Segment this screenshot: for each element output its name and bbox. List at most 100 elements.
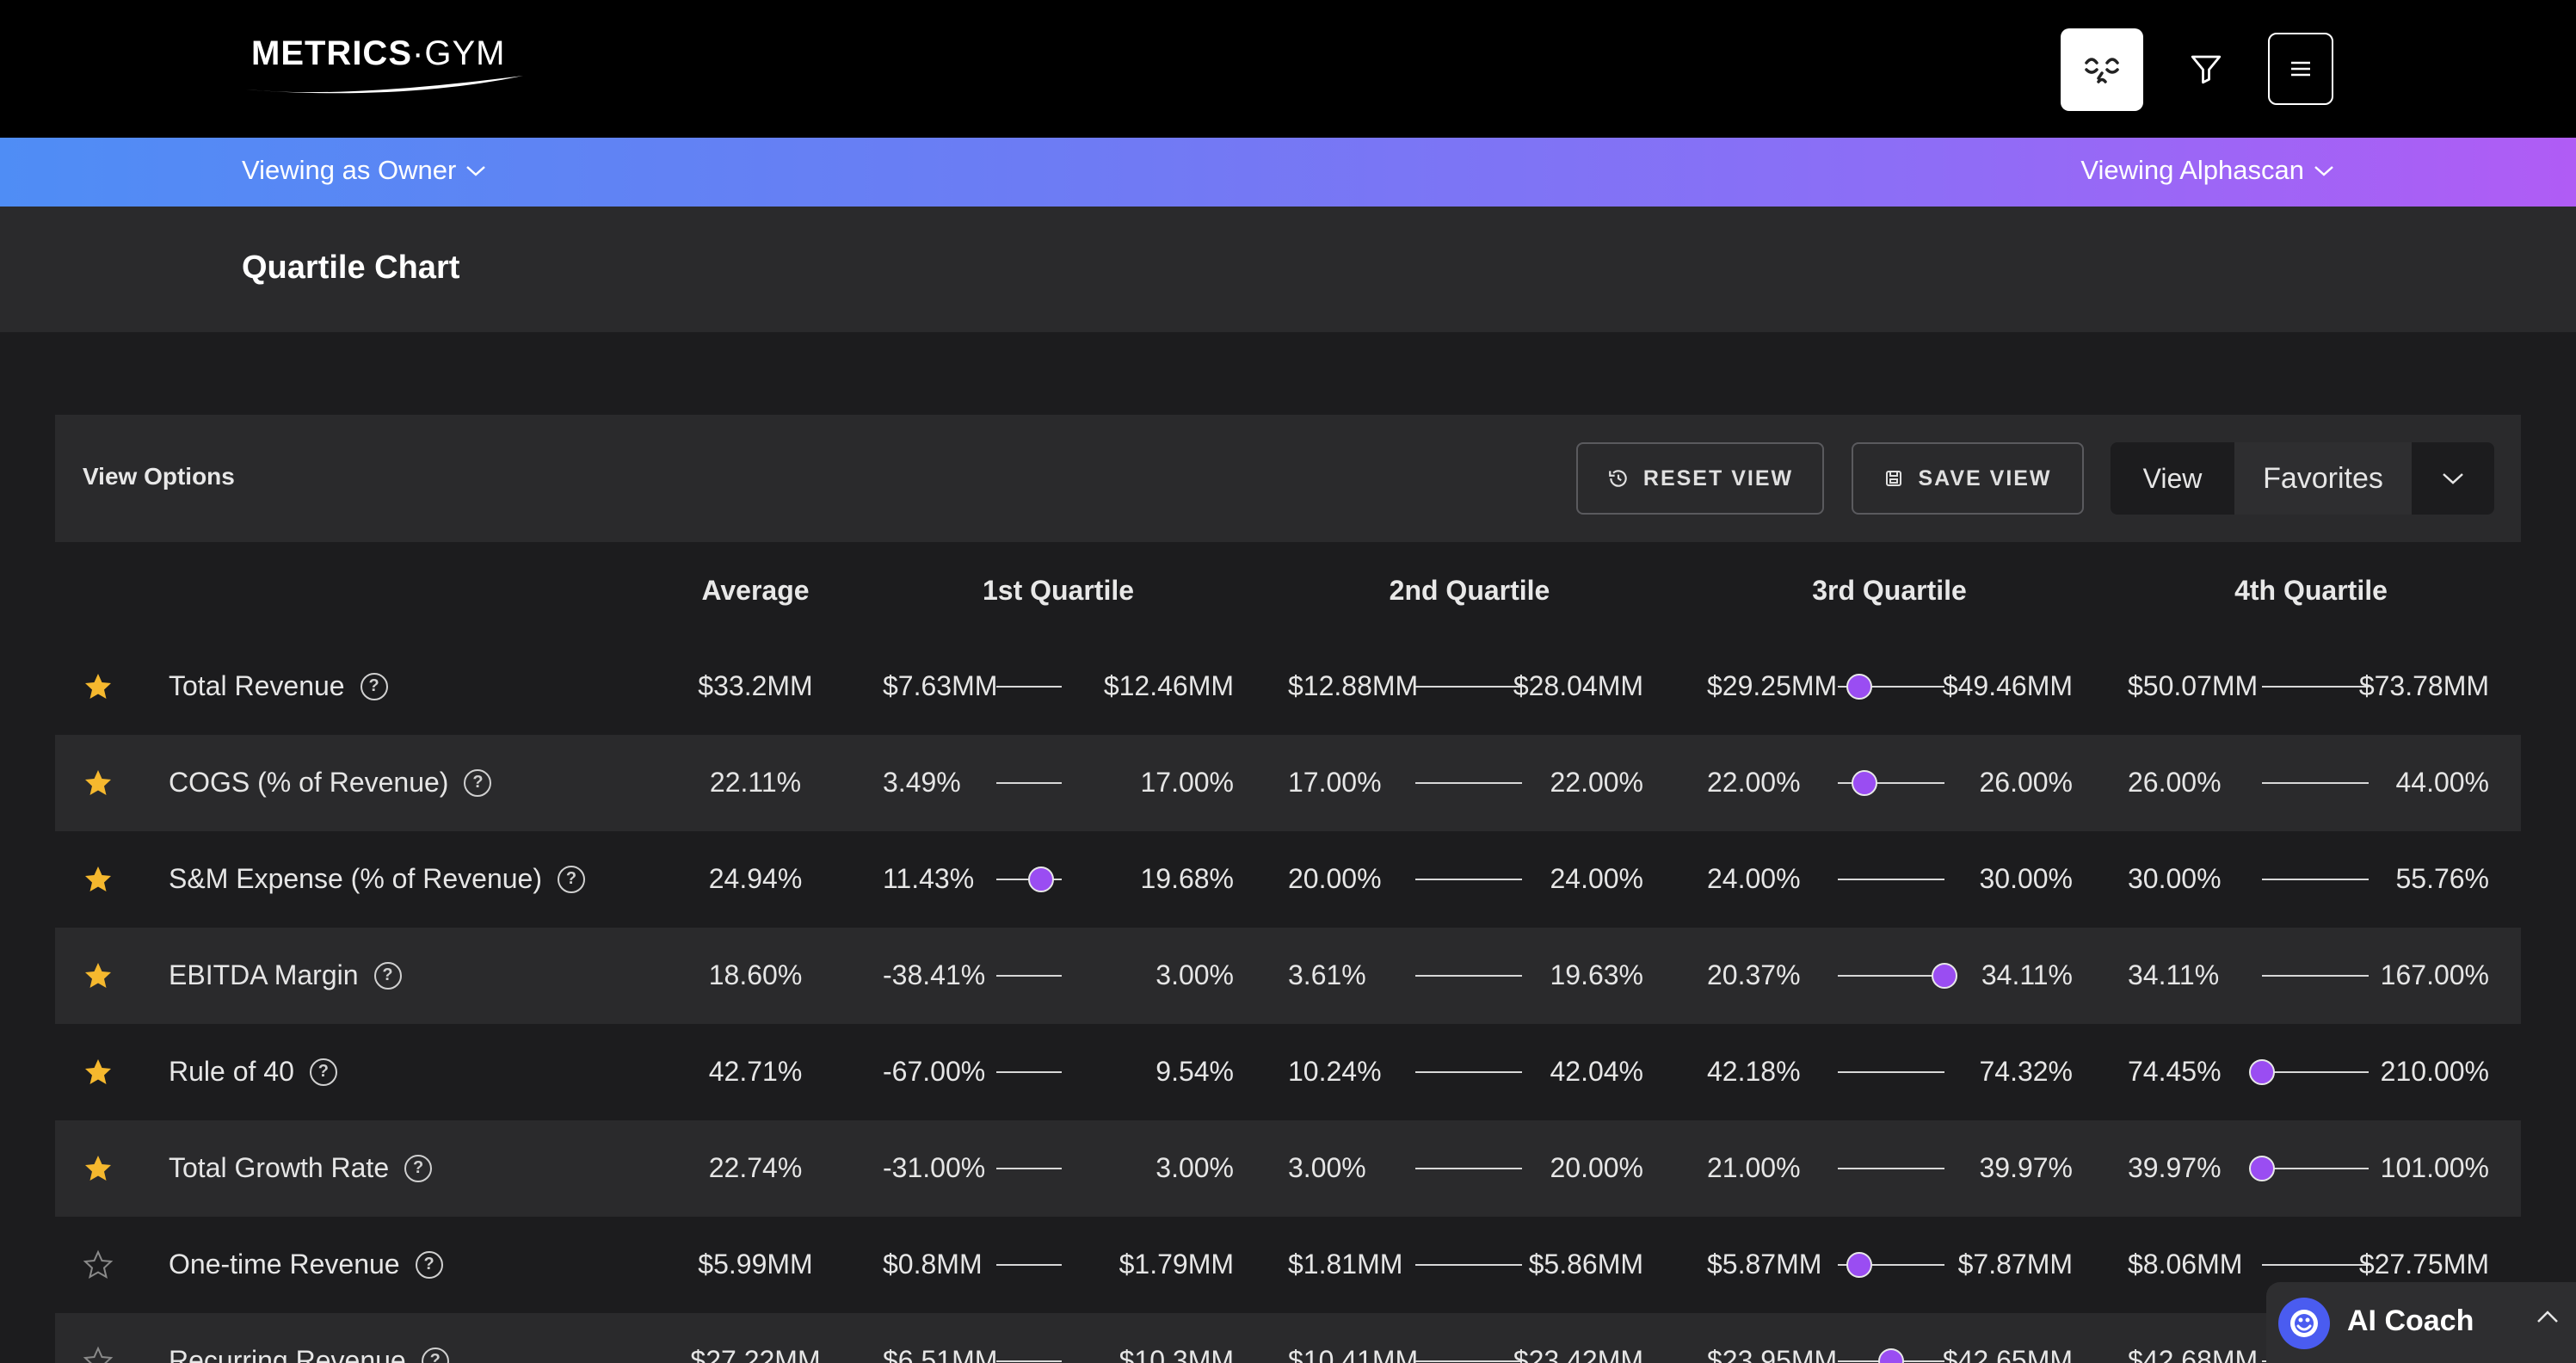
average-value: 22.74% xyxy=(708,1152,803,1183)
quartile-high: 24.00% xyxy=(1550,863,1643,894)
quartile-range-line xyxy=(1838,1168,1944,1169)
quartile-low: $6.51MM xyxy=(883,1345,998,1363)
star-filled-icon[interactable] xyxy=(83,864,114,895)
help-icon[interactable]: ? xyxy=(557,865,585,893)
average-value: 22.11% xyxy=(709,767,802,798)
quartile-low: 3.61% xyxy=(1288,959,1366,990)
column-header-q3: 3rd Quartile xyxy=(1812,575,1967,606)
quartile-cell: -67.00% 9.54% xyxy=(883,1024,1234,1120)
metric-name: EBITDA Margin ? xyxy=(169,959,402,991)
quartile-range-line xyxy=(2262,879,2369,880)
star-filled-icon[interactable] xyxy=(83,671,114,702)
quartile-high: $10.3MM xyxy=(1119,1345,1234,1363)
view-select-value[interactable]: Favorites xyxy=(2234,442,2412,515)
context-bar: Viewing as Owner Viewing Alphascan xyxy=(0,138,2576,207)
quartile-low: 20.37% xyxy=(1707,959,1801,990)
history-icon xyxy=(1609,470,1627,487)
quartile-range-line xyxy=(1838,1071,1944,1073)
quartile-range-line xyxy=(1838,1264,1944,1266)
viewing-as-dropdown[interactable]: Viewing as Owner xyxy=(242,155,487,186)
quartile-high: $28.04MM xyxy=(1513,670,1643,701)
average-value: $27.22MM xyxy=(690,1345,821,1363)
quartile-range-line xyxy=(996,782,1062,784)
quartile-cell: -31.00% 3.00% xyxy=(883,1120,1234,1217)
column-header-average: Average xyxy=(701,575,810,606)
quartile-cell: $12.88MM $28.04MM xyxy=(1288,638,1643,735)
quartile-low: $0.8MM xyxy=(883,1249,983,1280)
table-row: One-time Revenue ? $5.99MM $0.8MM $1.79M… xyxy=(55,1217,2521,1313)
help-icon[interactable]: ? xyxy=(404,1154,433,1182)
quartile-low: $12.88MM xyxy=(1288,670,1419,701)
viewing-company-dropdown[interactable]: Viewing Alphascan xyxy=(2080,155,2335,186)
view-select-toggle[interactable] xyxy=(2412,442,2494,515)
company-position-marker[interactable] xyxy=(1846,1252,1872,1278)
quartile-low: 30.00% xyxy=(2128,863,2222,894)
quartile-high: 3.00% xyxy=(1156,959,1234,990)
company-position-marker[interactable] xyxy=(1852,770,1877,796)
star-filled-icon[interactable] xyxy=(83,1153,114,1184)
company-position-marker[interactable] xyxy=(1932,963,1957,989)
star-outline-icon[interactable] xyxy=(83,1346,114,1363)
menu-button[interactable] xyxy=(2268,33,2333,105)
avatar-button[interactable] xyxy=(2061,28,2143,111)
table-body: Total Revenue ? $33.2MM $7.63MM $12.46MM… xyxy=(55,638,2521,1363)
quartile-high: 19.68% xyxy=(1140,863,1234,894)
logo-swoosh-icon xyxy=(246,76,523,94)
quartile-cell: 17.00% 22.00% xyxy=(1288,735,1643,831)
view-select[interactable]: View Favorites xyxy=(2111,442,2494,515)
company-position-marker[interactable] xyxy=(2249,1156,2275,1181)
average-value: $33.2MM xyxy=(698,670,813,701)
quartile-low: $7.63MM xyxy=(883,670,998,701)
company-position-marker[interactable] xyxy=(2249,1059,2275,1085)
quartile-low: $1.81MM xyxy=(1288,1249,1403,1280)
quartile-high: 20.00% xyxy=(1550,1152,1643,1183)
page-header: Quartile Chart xyxy=(0,207,2576,332)
quartile-low: $5.87MM xyxy=(1707,1249,1822,1280)
quartile-range-line xyxy=(1838,975,1944,977)
save-view-button[interactable]: SAVE VIEW xyxy=(1852,442,2084,515)
quartile-low: $50.07MM xyxy=(2128,670,2259,701)
save-icon xyxy=(1886,471,1902,486)
quartile-low: 34.11% xyxy=(2128,959,2220,990)
quartile-range-line xyxy=(2262,1071,2369,1073)
quartile-high: 26.00% xyxy=(1979,767,2073,798)
quartile-range-line xyxy=(1415,1071,1522,1073)
metrics-gym-logo[interactable]: METRICS·GYM xyxy=(243,31,527,100)
star-filled-icon[interactable] xyxy=(83,960,114,991)
metric-name: Recurring Revenue ? xyxy=(169,1345,449,1363)
average-value: 42.71% xyxy=(708,1056,803,1087)
star-outline-icon[interactable] xyxy=(83,1249,114,1280)
quartile-range-line xyxy=(2262,1168,2369,1169)
star-filled-icon[interactable] xyxy=(83,768,114,799)
quartile-high: 19.63% xyxy=(1550,959,1643,990)
help-icon[interactable]: ? xyxy=(421,1347,449,1363)
reset-view-button[interactable]: RESET VIEW xyxy=(1576,442,1824,515)
quartile-range-line xyxy=(2262,975,2369,977)
ai-coach-widget[interactable]: AI Coach xyxy=(2266,1282,2576,1363)
quartile-cell: $23.95MM $42.65MM xyxy=(1707,1313,2073,1363)
reset-view-label: RESET VIEW xyxy=(1642,466,1794,490)
quartile-cell: 21.00% 39.97% xyxy=(1707,1120,2073,1217)
metric-name: S&M Expense (% of Revenue) ? xyxy=(169,863,585,895)
quartile-cell: 10.24% 42.04% xyxy=(1288,1024,1643,1120)
quartile-high: $73.78MM xyxy=(2358,670,2489,701)
quartile-range-line xyxy=(1838,686,1944,688)
filter-button[interactable] xyxy=(2185,48,2227,89)
help-icon[interactable]: ? xyxy=(415,1250,443,1279)
help-icon[interactable]: ? xyxy=(373,961,402,990)
star-filled-icon[interactable] xyxy=(83,1057,114,1088)
help-icon[interactable]: ? xyxy=(309,1058,337,1086)
help-icon[interactable]: ? xyxy=(464,768,492,797)
quartile-high: $1.79MM xyxy=(1119,1249,1234,1280)
quartile-low: 26.00% xyxy=(2128,767,2222,798)
company-position-marker[interactable] xyxy=(1846,674,1872,700)
chevron-up-icon[interactable] xyxy=(2535,1308,2561,1327)
quartile-cell: $1.81MM $5.86MM xyxy=(1288,1217,1643,1313)
quartile-low: $8.06MM xyxy=(2128,1249,2243,1280)
chevron-down-icon xyxy=(466,166,486,176)
company-position-marker[interactable] xyxy=(1878,1348,1904,1363)
viewing-company-label: Viewing Alphascan xyxy=(2080,155,2304,185)
help-icon[interactable]: ? xyxy=(360,672,388,700)
quartile-low: $29.25MM xyxy=(1707,670,1838,701)
company-position-marker[interactable] xyxy=(1027,867,1054,892)
